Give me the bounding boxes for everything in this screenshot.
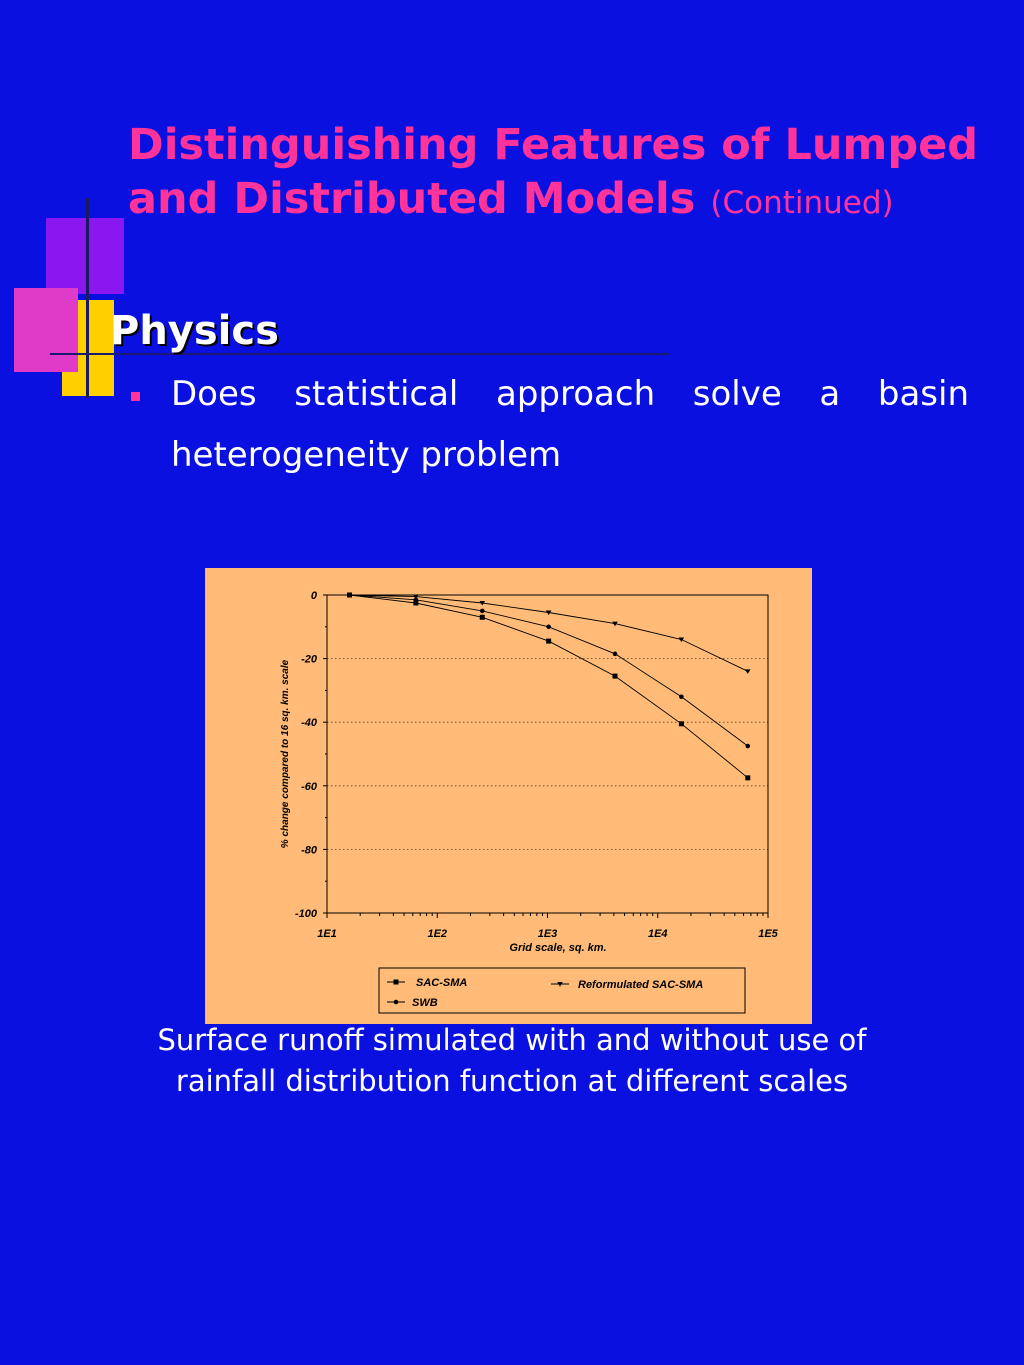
point-triangle <box>678 637 685 643</box>
runoff-chart: 0 -20 -40 -60 -80 -100 1E1 1E2 1E3 1E4 1E5 Grid s… <box>280 590 779 1014</box>
series-reformulated-sac-sma <box>346 593 751 674</box>
point-circle <box>679 694 684 700</box>
point-triangle <box>557 982 563 987</box>
y-tick-label: -100 <box>295 908 318 920</box>
point-square <box>612 673 618 679</box>
x-tick-label: 1E2 <box>427 928 447 940</box>
x-tick-label: 1E1 <box>317 928 337 940</box>
y-tick-label: -20 <box>301 654 318 666</box>
legend-box <box>378 967 746 1014</box>
point-circle <box>413 597 419 603</box>
heading-physics: Physics <box>110 308 279 354</box>
point-square <box>678 721 684 727</box>
x-tick-labels: 1E1 1E2 1E3 1E4 1E5 <box>317 928 778 940</box>
point-square <box>393 979 399 985</box>
series-line <box>349 594 749 747</box>
legend-entry: Reformulated SAC-SMA <box>551 979 703 991</box>
legend-entry: SWB <box>387 997 438 1009</box>
legend-label: SAC-SMA <box>416 977 467 989</box>
point-circle <box>546 624 551 630</box>
axis-ticks <box>323 594 769 918</box>
point-square <box>745 775 751 781</box>
chart-caption: Surface runoff simulated with and withou… <box>157 1023 867 1098</box>
legend-label: Reformulated SAC-SMA <box>578 979 703 991</box>
point-circle <box>612 651 618 657</box>
series-sac-sma <box>347 592 751 781</box>
chart-panel: 0 -20 -40 -60 -80 -100 1E1 1E2 1E3 1E4 1E5 Grid s… <box>205 568 812 1024</box>
point-circle <box>393 999 399 1005</box>
deco-line-horizontal <box>50 353 670 355</box>
legend-label: SWB <box>412 997 438 1009</box>
bullet-text: Does statistical approach solve a basin … <box>171 374 969 475</box>
grid-lines <box>327 658 768 850</box>
y-axis-label: % change compared to 16 sq. km. scale <box>280 659 291 848</box>
title-suffix: (Continued) <box>710 185 894 221</box>
y-tick-labels: 0 -20 -40 -60 -80 -100 <box>295 590 318 920</box>
point-triangle <box>346 593 353 598</box>
slide-title: Distinguishing Features of Lumped and Di… <box>128 120 979 224</box>
x-tick-label: 1E5 <box>758 928 778 940</box>
point-square <box>479 614 485 620</box>
y-tick-label: -80 <box>301 844 318 856</box>
point-triangle <box>545 610 552 616</box>
x-tick-label: 1E3 <box>538 928 558 940</box>
series-line <box>349 594 749 779</box>
point-triangle <box>612 621 618 627</box>
point-circle <box>745 743 751 749</box>
y-tick-label: -40 <box>301 717 318 729</box>
deco-line-vertical <box>86 198 89 398</box>
deco-bar-magenta <box>14 288 78 372</box>
series-swb <box>347 592 751 749</box>
y-tick-label: -60 <box>301 781 318 793</box>
point-triangle <box>413 594 419 600</box>
x-tick-label: 1E4 <box>648 928 668 940</box>
x-axis-label: Grid scale, sq. km. <box>509 942 606 954</box>
point-triangle <box>744 669 751 674</box>
series-group <box>346 592 751 781</box>
y-tick-label: 0 <box>311 590 318 602</box>
bullet-marker <box>131 392 140 401</box>
point-square <box>413 600 419 606</box>
series-line <box>349 594 748 672</box>
point-circle <box>479 608 485 614</box>
point-triangle <box>479 600 486 606</box>
legend: SAC-SMA SWB Reformulated SAC-SMA <box>378 967 746 1014</box>
deco-bar-purple <box>46 218 124 294</box>
point-square <box>546 638 552 644</box>
legend-entry: SAC-SMA <box>387 977 467 989</box>
